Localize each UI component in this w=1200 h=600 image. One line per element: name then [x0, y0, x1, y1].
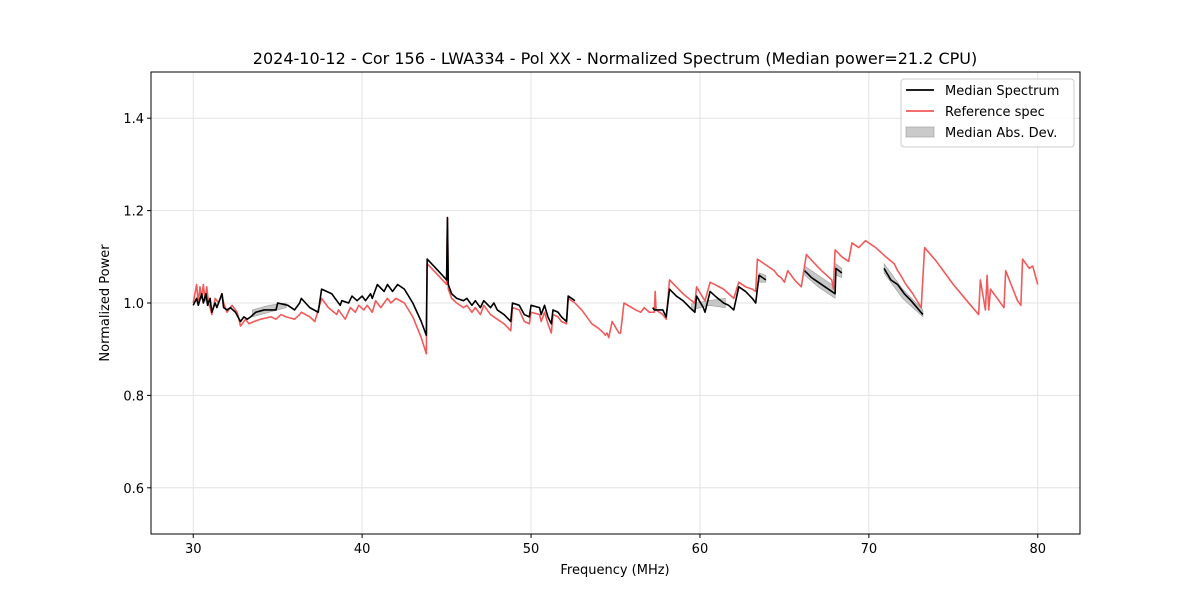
x-tick-label: 30 — [185, 542, 202, 557]
y-tick-label: 1.4 — [123, 112, 144, 127]
y-axis-label: Normalized Power — [98, 244, 113, 362]
legend: Median Spectrum Reference spec Median Ab… — [900, 78, 1075, 148]
median-spectrum-line — [652, 274, 767, 318]
median-spectrum-line — [804, 267, 843, 295]
reference-spec-line — [192, 216, 1039, 355]
x-tick-label: 40 — [354, 542, 371, 557]
x-axis-label: Frequency (MHz) — [560, 563, 669, 578]
chart-title: 2024-10-12 - Cor 156 - LWA334 - Pol XX -… — [253, 49, 977, 68]
grid-layer — [151, 72, 1080, 534]
y-tick-label: 0.8 — [123, 389, 144, 404]
median-spectrum-layer — [192, 216, 924, 337]
x-tick-label: 80 — [1029, 542, 1046, 557]
reference-spec-layer — [192, 216, 1039, 355]
legend-mad-swatch — [905, 126, 935, 138]
x-tick-label: 70 — [861, 542, 878, 557]
x-tick-label: 50 — [523, 542, 540, 557]
legend-mad-label: Median Abs. Dev. — [945, 126, 1057, 141]
mad-band — [804, 263, 843, 299]
legend-box — [900, 78, 1075, 148]
median-spectrum-line — [192, 216, 576, 337]
legend-reference-label: Reference spec — [945, 105, 1045, 120]
legend-median-label: Median Spectrum — [945, 84, 1059, 99]
median-spectrum-line — [883, 267, 924, 316]
y-tick-label: 0.6 — [123, 482, 144, 497]
ticks-layer: 30 40 50 60 70 80 0.6 0.8 1.0 1.2 1.4 — [123, 112, 1046, 557]
x-tick-label: 60 — [692, 542, 709, 557]
y-tick-label: 1.2 — [123, 205, 144, 220]
y-tick-label: 1.0 — [123, 297, 144, 312]
